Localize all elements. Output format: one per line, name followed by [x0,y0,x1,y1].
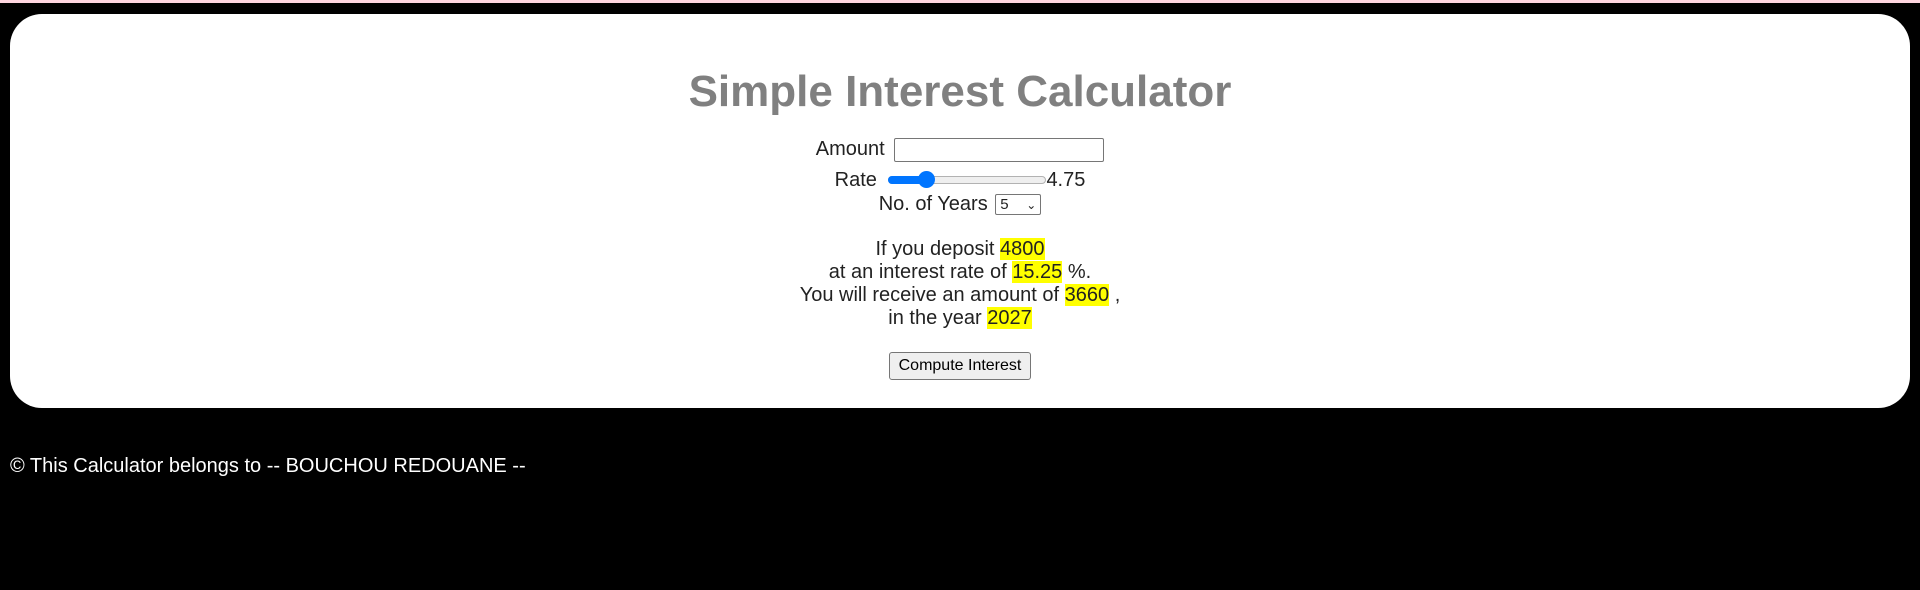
year-prefix: in the year [888,306,982,329]
amount-input[interactable] [894,137,1105,162]
amount-row: Amount [10,137,1910,162]
result-text: If you deposit 4800 at an interest rate … [10,237,1910,330]
chevron-down-icon: ⌄ [1026,197,1037,212]
button-row: Compute Interest [10,351,1910,380]
years-selected-value: 5 [1000,195,1009,213]
amount-suffix: , [1114,283,1121,306]
result-rate-value: 15.25 [1012,260,1063,283]
result-rate-line: at an interest rate of 15.25 %. [10,260,1910,284]
rate-value: 4.75 [1046,168,1086,191]
result-amount-value: 3660 [1064,283,1110,306]
rate-row: Rate 4.75 [10,168,1910,192]
top-border-strip [0,0,1920,3]
result-deposit-line: If you deposit 4800 [10,237,1910,261]
years-row: No. of Years 5 ⌄ [10,192,1910,216]
calculator-card: Simple Interest Calculator Amount Rate 4… [10,14,1910,408]
deposit-value: 4800 [1000,237,1045,260]
rate-prefix: at an interest rate of [828,260,1007,283]
compute-interest-button[interactable]: Compute Interest [888,351,1032,380]
footer-copyright: © This Calculator belongs to -- BOUCHOU … [10,455,526,477]
result-amount-line: You will receive an amount of 3660 , [10,283,1910,307]
years-select[interactable]: 5 ⌄ [995,193,1042,215]
result-year-line: in the year 2027 [10,306,1910,330]
page-title: Simple Interest Calculator [688,67,1232,116]
rate-slider-thumb[interactable] [918,171,936,189]
years-label: No. of Years [878,192,988,215]
rate-slider[interactable] [888,170,1047,190]
rate-label: Rate [834,168,877,191]
rate-suffix: %. [1067,260,1092,283]
rate-slider-fill [888,176,927,185]
deposit-prefix: If you deposit [875,237,995,260]
result-year-value: 2027 [987,306,1032,329]
amount-prefix: You will receive an amount of [799,283,1060,306]
amount-label: Amount [815,138,885,160]
